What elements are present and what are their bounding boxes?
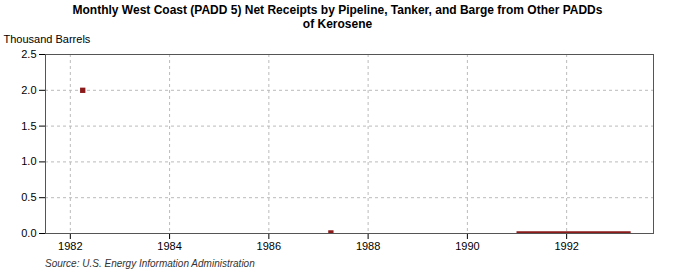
svg-text:2.0: 2.0 — [21, 84, 36, 96]
svg-text:1988: 1988 — [356, 240, 380, 252]
svg-text:1984: 1984 — [157, 240, 181, 252]
svg-text:1.0: 1.0 — [21, 155, 36, 167]
svg-text:1982: 1982 — [58, 240, 82, 252]
html-text:Monthly West Coast (PADD 5) Ne: Monthly West Coast (PADD 5) Net Receipts… — [72, 3, 603, 31]
svg-text:2.5: 2.5 — [21, 48, 36, 60]
svg-text:1992: 1992 — [554, 240, 578, 252]
svg-text:0.5: 0.5 — [21, 191, 36, 203]
svg-text:Thousand Barrels: Thousand Barrels — [4, 33, 91, 45]
svg-text:0.0: 0.0 — [21, 227, 36, 239]
html-text:Source: U.S. Energy Informatio: Source: U.S. Energy Information Administ… — [45, 258, 255, 269]
svg-text:1.5: 1.5 — [21, 120, 36, 132]
svg-text:1986: 1986 — [257, 240, 281, 252]
svg-text:1990: 1990 — [455, 240, 479, 252]
